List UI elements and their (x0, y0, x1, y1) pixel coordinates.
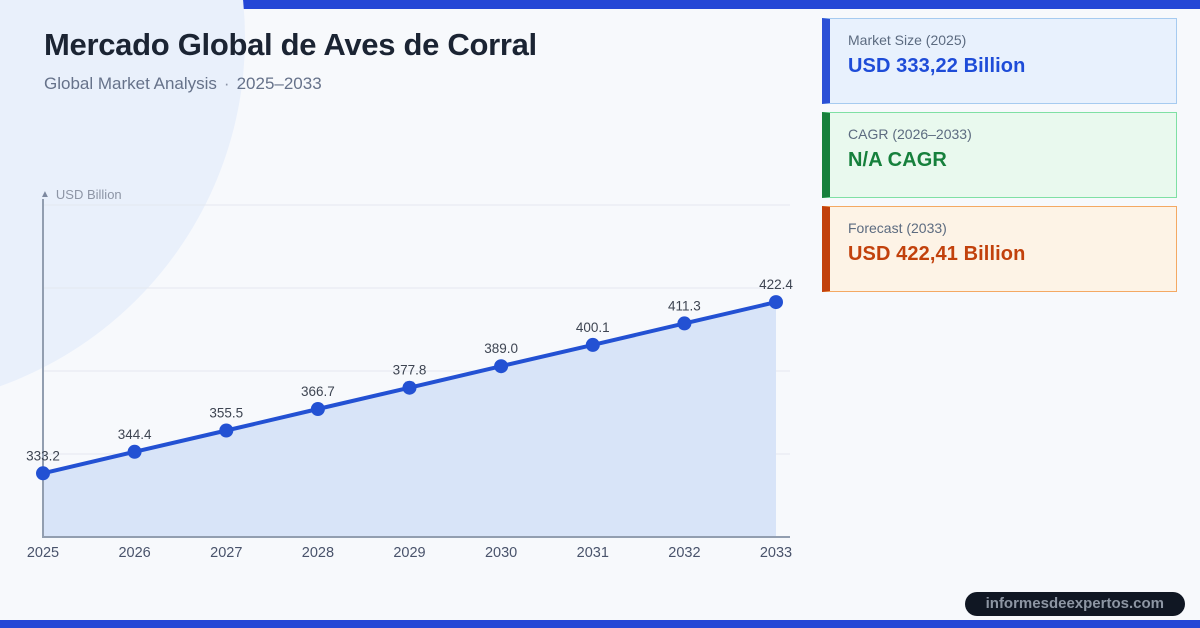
watermark-text: informesdeexpertos.com (985, 595, 1164, 612)
y-axis-title-text: USD Billion (55, 187, 122, 202)
stat-card-forecast: Forecast (2033) USD 422,41 Billion (822, 206, 1177, 292)
stat-card-value: USD 333,22 Billion (848, 55, 1026, 77)
watermark-pill: informesdeexpertos.com (964, 592, 1185, 616)
data-point-marker (36, 466, 50, 481)
x-axis-labels: 2025 2026 2027 2028 2029 2030 2031 2032 2033 (27, 545, 792, 561)
data-point-marker (310, 402, 325, 416)
top-accent-bar (0, 0, 1200, 9)
data-point-label: 411.3 (668, 298, 701, 313)
stat-card-label: Market Size (2025) (848, 32, 967, 48)
x-axis-label: 2032 (668, 545, 700, 561)
subtitle-text: Global Market Analysis (44, 73, 217, 93)
header: Mercado Global de Aves de Corral Global … (44, 27, 537, 94)
data-point-label: 422.4 (759, 277, 793, 292)
stat-card-label: CAGR (2026–2033) (848, 126, 972, 142)
page-title: Mercado Global de Aves de Corral (44, 27, 537, 62)
data-point-label: 400.1 (576, 320, 610, 335)
x-axis-label: 2031 (577, 545, 609, 561)
x-axis-label: 2033 (760, 545, 792, 561)
x-axis-label: 2029 (393, 545, 425, 561)
line-chart-svg: 333.2 344.4 355.5 366.7 377.8 389.0 400.1 411.3… (26, 199, 793, 561)
market-growth-chart: ▲ USD Billion 333.2 344.4 355.5 366.7 377.8 3… (0, 185, 820, 580)
data-point-marker (494, 359, 509, 374)
data-point-marker (402, 380, 417, 395)
subtitle-period: 2025–2033 (236, 73, 322, 93)
stat-card-value: N/A CAGR (848, 149, 947, 171)
x-axis-label: 2025 (27, 545, 59, 561)
bottom-accent-bar (0, 620, 1200, 628)
data-point-marker (219, 423, 234, 438)
data-point-label: 377.8 (393, 363, 427, 378)
data-point-marker (585, 337, 600, 352)
data-point-label: 366.7 (301, 384, 335, 399)
stat-card-market-size: Market Size (2025) USD 333,22 Billion (822, 18, 1177, 104)
data-point-marker (769, 295, 783, 310)
stat-card-value: USD 422,41 Billion (848, 243, 1026, 265)
data-point-label: 389.0 (484, 341, 518, 356)
stat-card-label: Forecast (2033) (848, 220, 947, 236)
data-point-label: 344.4 (118, 427, 152, 442)
data-point-label: 333.2 (26, 448, 60, 463)
y-axis-title: ▲ USD Billion (40, 187, 122, 202)
page-subtitle: Global Market Analysis · 2025–2033 (44, 74, 537, 94)
data-point-marker (127, 444, 142, 459)
chart-points: 333.2 344.4 355.5 366.7 377.8 389.0 400.1 411.3… (26, 277, 793, 481)
subtitle-separator: · (223, 73, 230, 93)
x-axis-label: 2030 (485, 545, 517, 561)
y-axis-arrow-icon: ▲ (40, 189, 50, 200)
x-axis-label: 2026 (118, 545, 150, 561)
x-axis-label: 2027 (210, 545, 242, 561)
chart-axes (42, 199, 790, 538)
chart-area-fill (43, 302, 776, 537)
data-point-label: 355.5 (209, 406, 243, 421)
data-point-marker (677, 316, 692, 331)
stat-cards: Market Size (2025) USD 333,22 Billion CA… (822, 18, 1177, 300)
stat-card-cagr: CAGR (2026–2033) N/A CAGR (822, 112, 1177, 198)
x-axis-label: 2028 (302, 545, 334, 561)
